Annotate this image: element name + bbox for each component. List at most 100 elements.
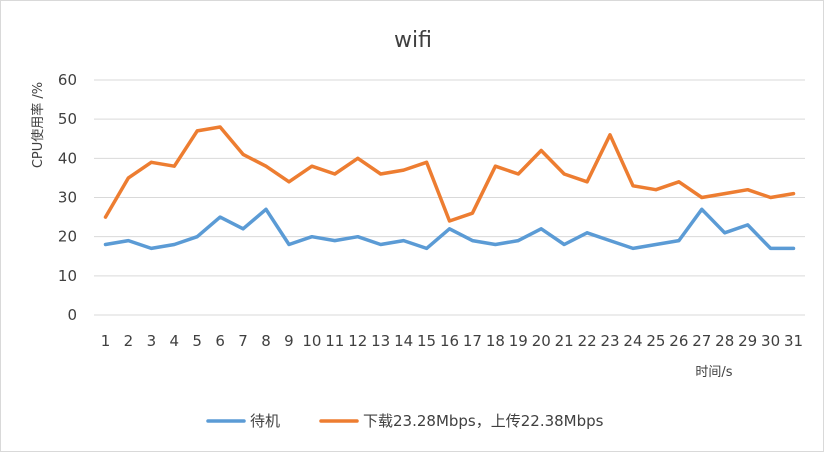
- data-point: [425, 246, 429, 250]
- x-tick-label: 1: [101, 332, 111, 350]
- legend-label: 下载23.28Mbps，上传22.38Mbps: [363, 412, 604, 430]
- gridlines: [94, 79, 805, 316]
- legend-label: 待机: [250, 412, 280, 430]
- data-point: [310, 235, 314, 239]
- data-point: [585, 231, 589, 235]
- x-tick-label: 26: [669, 332, 688, 350]
- y-tick-label: 20: [58, 228, 77, 246]
- data-point: [287, 243, 291, 246]
- data-point: [631, 184, 635, 188]
- x-tick-label: 28: [715, 332, 734, 350]
- legend: 待机 下载23.28Mbps，上传22.38Mbps: [206, 412, 604, 430]
- x-tick-label: 22: [578, 332, 597, 350]
- x-tick-label: 8: [261, 332, 271, 350]
- data-point: [470, 211, 474, 215]
- x-tick-label: 9: [284, 332, 294, 350]
- x-tick-label: 31: [784, 332, 803, 350]
- data-point: [333, 239, 337, 243]
- data-point: [723, 192, 727, 196]
- data-point: [562, 243, 566, 246]
- data-point: [333, 172, 337, 176]
- data-point: [608, 133, 612, 137]
- data-point: [448, 219, 451, 223]
- x-tick-label: 27: [692, 332, 711, 350]
- x-axis-label: 时间/s: [695, 365, 732, 380]
- y-axis-label: CPU使用率 /%: [30, 82, 46, 168]
- x-tick-label: 7: [238, 332, 248, 350]
- data-point: [631, 246, 635, 250]
- data-point: [677, 180, 681, 184]
- x-tick-label: 2: [124, 332, 134, 350]
- data-point: [103, 243, 107, 246]
- x-tick-label: 17: [463, 332, 482, 350]
- data-point: [539, 227, 543, 231]
- data-point: [700, 196, 704, 199]
- x-tick-label: 25: [646, 332, 665, 350]
- data-point: [769, 246, 773, 250]
- data-point: [218, 215, 222, 219]
- series-lines: [103, 125, 796, 251]
- data-point: [172, 164, 176, 168]
- data-point: [746, 223, 750, 227]
- data-point: [287, 180, 291, 184]
- data-point: [379, 243, 383, 246]
- x-tick-label: 29: [738, 332, 757, 350]
- data-point: [677, 239, 681, 243]
- x-tick-label: 23: [601, 332, 620, 350]
- x-tick-label: 24: [623, 332, 642, 350]
- data-point: [493, 243, 497, 246]
- data-point: [264, 207, 268, 211]
- data-point: [402, 168, 406, 172]
- y-tick-label: 50: [58, 110, 77, 128]
- x-tick-label: 16: [440, 332, 459, 350]
- x-axis-ticks: 1 2 3 4 5 6 7 8 9 10 11 12 13 14 15 16 17 18 19 20 21 22 23 24 2…: [101, 332, 803, 350]
- data-point: [792, 246, 796, 250]
- series-line-2: [103, 125, 796, 223]
- data-point: [241, 152, 245, 156]
- data-point: [769, 196, 773, 199]
- data-point: [103, 215, 107, 219]
- chart-title: wifi: [394, 28, 432, 53]
- data-point: [654, 243, 658, 246]
- data-point: [195, 129, 199, 133]
- y-tick-label: 0: [67, 306, 77, 324]
- x-tick-label: 13: [371, 332, 390, 350]
- x-tick-label: 3: [147, 332, 157, 350]
- data-point: [356, 156, 360, 160]
- data-point: [356, 235, 360, 239]
- x-tick-label: 19: [509, 332, 528, 350]
- data-point: [493, 164, 497, 168]
- data-point: [149, 160, 153, 164]
- x-tick-label: 14: [394, 332, 413, 350]
- x-tick-label: 12: [348, 332, 367, 350]
- y-tick-label: 10: [58, 267, 77, 285]
- data-point: [425, 160, 429, 164]
- x-tick-label: 6: [215, 332, 225, 350]
- data-point: [608, 239, 612, 243]
- y-axis-ticks: 0 10 20 30 40 50 60: [58, 71, 77, 324]
- x-tick-label: 4: [170, 332, 180, 350]
- data-point: [562, 172, 566, 176]
- data-point: [172, 243, 176, 246]
- data-point: [126, 176, 130, 180]
- data-point: [516, 172, 520, 176]
- data-point: [516, 239, 520, 243]
- data-point: [746, 188, 750, 192]
- x-tick-label: 20: [532, 332, 551, 350]
- data-point: [470, 239, 474, 243]
- data-point: [379, 172, 383, 176]
- data-point: [241, 227, 245, 231]
- data-point: [448, 227, 451, 231]
- x-tick-label: 5: [192, 332, 202, 350]
- data-point: [654, 188, 658, 192]
- data-point: [585, 180, 589, 184]
- data-point: [195, 235, 199, 239]
- data-point: [264, 164, 268, 168]
- x-tick-label: 10: [302, 332, 321, 350]
- y-tick-label: 30: [58, 189, 77, 207]
- y-tick-label: 40: [58, 149, 77, 167]
- x-tick-label: 11: [325, 332, 344, 350]
- x-tick-label: 21: [555, 332, 574, 350]
